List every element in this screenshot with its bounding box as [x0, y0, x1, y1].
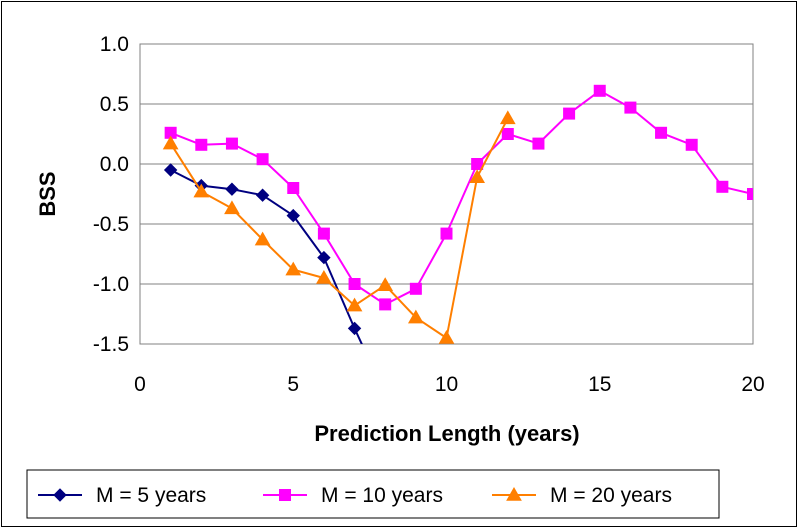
- data-point: [407, 309, 424, 324]
- data-point: [162, 135, 179, 150]
- data-point: [193, 183, 210, 198]
- data-point: [346, 297, 363, 312]
- series-line: [169, 117, 509, 339]
- x-axis-title: Prediction Length (years): [314, 421, 579, 446]
- y-axis-ticks: 1.0 0.5 0.0 -0.5 -1.0 -1.5: [93, 33, 129, 356]
- y-tick-label: 0.5: [100, 93, 129, 116]
- data-point: [624, 101, 637, 114]
- data-point: [317, 250, 331, 265]
- data-point: [747, 188, 753, 200]
- data-point: [469, 169, 486, 183]
- legend: M = 5 years M = 10 years M = 20 years: [38, 484, 672, 507]
- data-point: [316, 269, 332, 284]
- data-point: [287, 182, 300, 194]
- data-point: [225, 137, 238, 150]
- x-tick-label: 5: [287, 373, 299, 396]
- data-point: [254, 231, 271, 246]
- legend-label: M = 20 years: [550, 484, 672, 507]
- data-point: [317, 227, 330, 240]
- y-tick-label: -1.5: [93, 333, 129, 356]
- series-group: [162, 84, 753, 344]
- data-point: [225, 182, 239, 196]
- y-tick-label: 0.0: [100, 153, 129, 176]
- data-point: [438, 329, 455, 344]
- legend-marker: [279, 489, 291, 501]
- series-3: [162, 110, 516, 344]
- data-point: [593, 84, 606, 97]
- data-point: [285, 261, 302, 276]
- legend-label: M = 5 years: [96, 484, 206, 507]
- data-point: [195, 138, 208, 151]
- data-point: [379, 298, 392, 311]
- data-point: [255, 188, 270, 202]
- data-point: [163, 163, 178, 177]
- legend-marker: [53, 488, 67, 502]
- x-tick-label: 0: [134, 373, 146, 396]
- series-2: [164, 84, 753, 311]
- x-tick-label: 20: [741, 373, 764, 396]
- y-tick-label: -0.5: [93, 213, 129, 236]
- data-point: [655, 126, 668, 139]
- data-point: [501, 128, 514, 140]
- x-tick-label: 10: [435, 373, 458, 396]
- x-tick-label: 15: [588, 373, 611, 396]
- legend-marker: [506, 486, 522, 501]
- data-point: [440, 227, 453, 240]
- x-axis-ticks: 0 5 10 15 20: [134, 373, 765, 396]
- series-line: [170, 169, 363, 344]
- data-point: [256, 153, 269, 166]
- data-point: [377, 277, 394, 291]
- legend-box: [26, 469, 720, 519]
- data-point: [499, 110, 516, 125]
- data-point: [348, 278, 361, 290]
- data-point: [685, 138, 698, 151]
- y-tick-label: -1.0: [93, 273, 129, 296]
- legend-label: M = 10 years: [321, 484, 443, 507]
- y-axis-title: BSS: [35, 171, 60, 216]
- data-point: [532, 137, 545, 150]
- data-point: [409, 282, 422, 295]
- y-tick-label: 1.0: [100, 33, 129, 56]
- data-point: [286, 208, 300, 223]
- data-point: [716, 180, 729, 193]
- data-point: [563, 107, 576, 120]
- series-line: [170, 89, 753, 306]
- data-point: [347, 321, 362, 336]
- data-point: [224, 200, 240, 215]
